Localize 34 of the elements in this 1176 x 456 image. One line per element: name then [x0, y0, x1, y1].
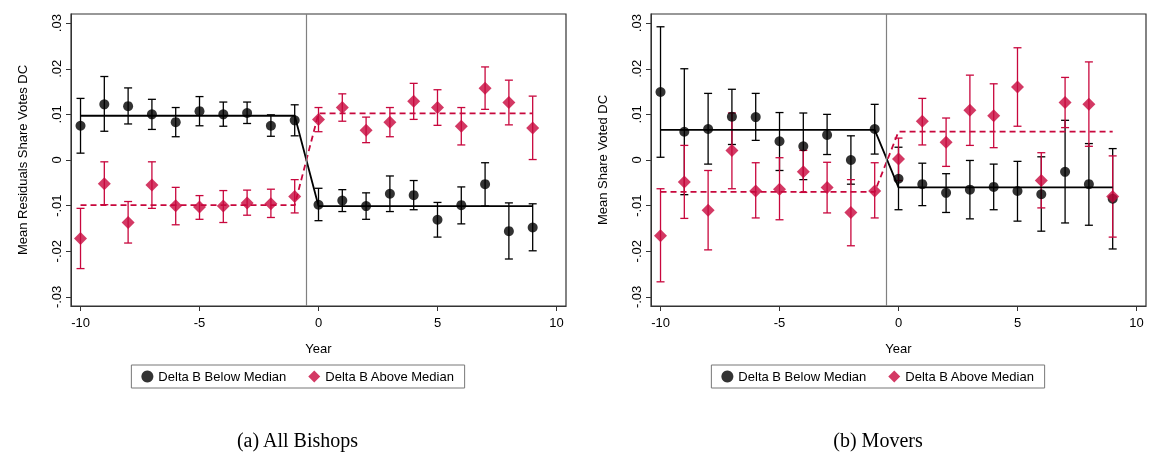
x-tick-label: -10 — [71, 315, 90, 330]
y-tick-label: 0 — [629, 156, 644, 164]
y-tick-label: -.03 — [629, 285, 644, 309]
x-tick-label: -10 — [651, 315, 670, 330]
legend-label: Delta B Above Median — [325, 369, 454, 384]
x-tick-label: -5 — [773, 315, 786, 330]
legend-label: Delta B Below Median — [738, 369, 867, 384]
y-tick-label: .01 — [629, 105, 644, 124]
legend-label: Delta B Below Median — [158, 369, 287, 384]
y-tick-label: -.03 — [49, 285, 64, 309]
x-tick-label: 10 — [549, 315, 564, 330]
y-tick-label: .02 — [49, 59, 64, 78]
text: (b) Movers — [833, 429, 923, 452]
y-axis-title: Mean Share Voted DC — [595, 94, 610, 226]
x-tick-label: 10 — [1129, 315, 1144, 330]
y-tick-label: -.01 — [629, 194, 644, 217]
x-axis-title: Year — [305, 341, 333, 356]
x-tick-label: 0 — [894, 315, 903, 330]
y-tick-label: .03 — [629, 14, 644, 33]
x-tick-label: 0 — [314, 315, 323, 330]
legend-label: Delta B Above Median — [905, 369, 1034, 384]
y-tick-label: 0 — [49, 156, 64, 164]
text: (a) All Bishops — [236, 429, 359, 452]
y-tick-label: .02 — [629, 59, 644, 78]
y-tick-label: .03 — [49, 14, 64, 33]
y-tick-label: .01 — [49, 105, 64, 124]
y-tick-label: -.01 — [49, 194, 64, 217]
y-tick-label: -.02 — [629, 240, 644, 263]
x-axis-title: Year — [885, 341, 913, 356]
y-axis-title: Mean Residuals Share Votes DC — [15, 64, 30, 256]
x-tick-label: -5 — [193, 315, 206, 330]
y-tick-label: -.02 — [49, 240, 64, 263]
x-tick-label: 5 — [433, 315, 442, 330]
x-tick-label: 5 — [1013, 315, 1022, 330]
